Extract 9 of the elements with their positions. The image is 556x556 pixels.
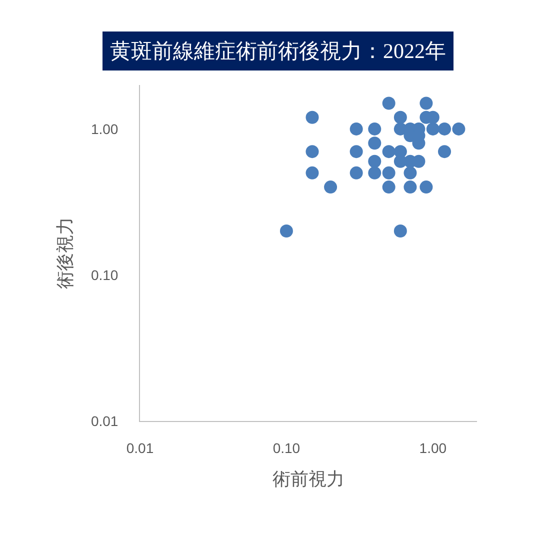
chart-title: 黄斑前線維症術前術後視力：2022年 [110,39,446,63]
y-tick-label: 0.10 [90,266,118,283]
y-tick-label: 1.00 [90,120,118,137]
y-axis-title: 術後視力 [55,217,76,289]
x-tick-label: 0.10 [272,440,300,456]
x-tick-label: 0.01 [126,440,154,456]
x-tick-label: 1.00 [419,440,447,456]
y-tick-label: 0.01 [90,412,118,429]
x-axis-title: 術前視力 [272,468,344,489]
